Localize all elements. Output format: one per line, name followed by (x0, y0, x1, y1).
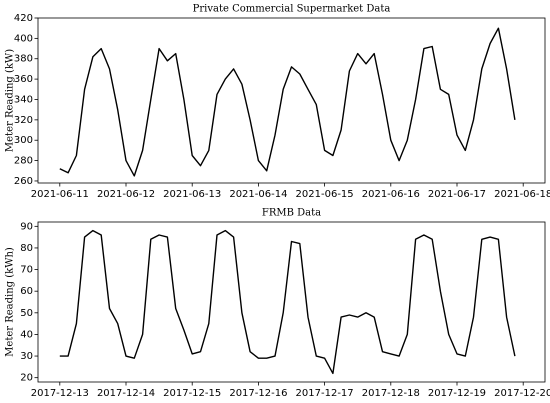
y-tick-label: 380 (14, 54, 33, 65)
y-tick-label: 400 (14, 33, 33, 44)
y-tick-label: 320 (14, 115, 33, 126)
x-tick-label: 2021-06-16 (362, 189, 420, 200)
x-tick-label: 2017-12-14 (97, 388, 155, 399)
x-tick-label: 2017-12-20 (494, 388, 550, 399)
y-tick-label: 60 (20, 286, 33, 297)
y-tick-label: 300 (14, 135, 33, 146)
plot-frame (37, 221, 546, 383)
x-tick-label: 2017-12-17 (296, 388, 354, 399)
y-tick-label: 70 (20, 265, 33, 276)
x-tick-label: 2021-06-17 (428, 189, 486, 200)
chart-title: Private Commercial Supermarket Data (193, 4, 391, 15)
y-axis-label: Meter Reading (kW) (5, 49, 16, 152)
y-tick-label: 360 (14, 74, 33, 85)
x-tick-label: 2021-06-13 (163, 189, 221, 200)
y-tick-label: 30 (20, 351, 33, 362)
y-tick-label: 20 (20, 373, 33, 384)
y-tick-label: 340 (14, 94, 33, 105)
plot-frame (37, 17, 546, 184)
x-tick-label: 2017-12-13 (31, 388, 89, 399)
data-line (59, 27, 516, 177)
chart-title: FRMB Data (262, 208, 321, 219)
y-tick-label: 420 (14, 13, 33, 24)
y-tick-label: 280 (14, 156, 33, 167)
x-tick-label: 2017-12-18 (362, 388, 420, 399)
y-axis-label: Meter Reading (kWh) (5, 247, 16, 357)
y-tick-label: 80 (20, 243, 33, 254)
x-tick-label: 2021-06-18 (494, 189, 550, 200)
x-tick-label: 2021-06-14 (229, 189, 287, 200)
x-tick-label: 2021-06-11 (31, 189, 89, 200)
data-line (59, 229, 516, 375)
x-tick-label: 2017-12-19 (428, 388, 486, 399)
x-tick-label: 2017-12-16 (229, 388, 287, 399)
y-tick-label: 40 (20, 329, 33, 340)
x-tick-label: 2021-06-15 (296, 189, 354, 200)
y-tick-label: 50 (20, 308, 33, 319)
x-tick-label: 2017-12-15 (163, 388, 221, 399)
y-tick-label: 90 (20, 221, 33, 232)
x-tick-label: 2021-06-12 (97, 189, 155, 200)
y-tick-label: 260 (14, 176, 33, 187)
